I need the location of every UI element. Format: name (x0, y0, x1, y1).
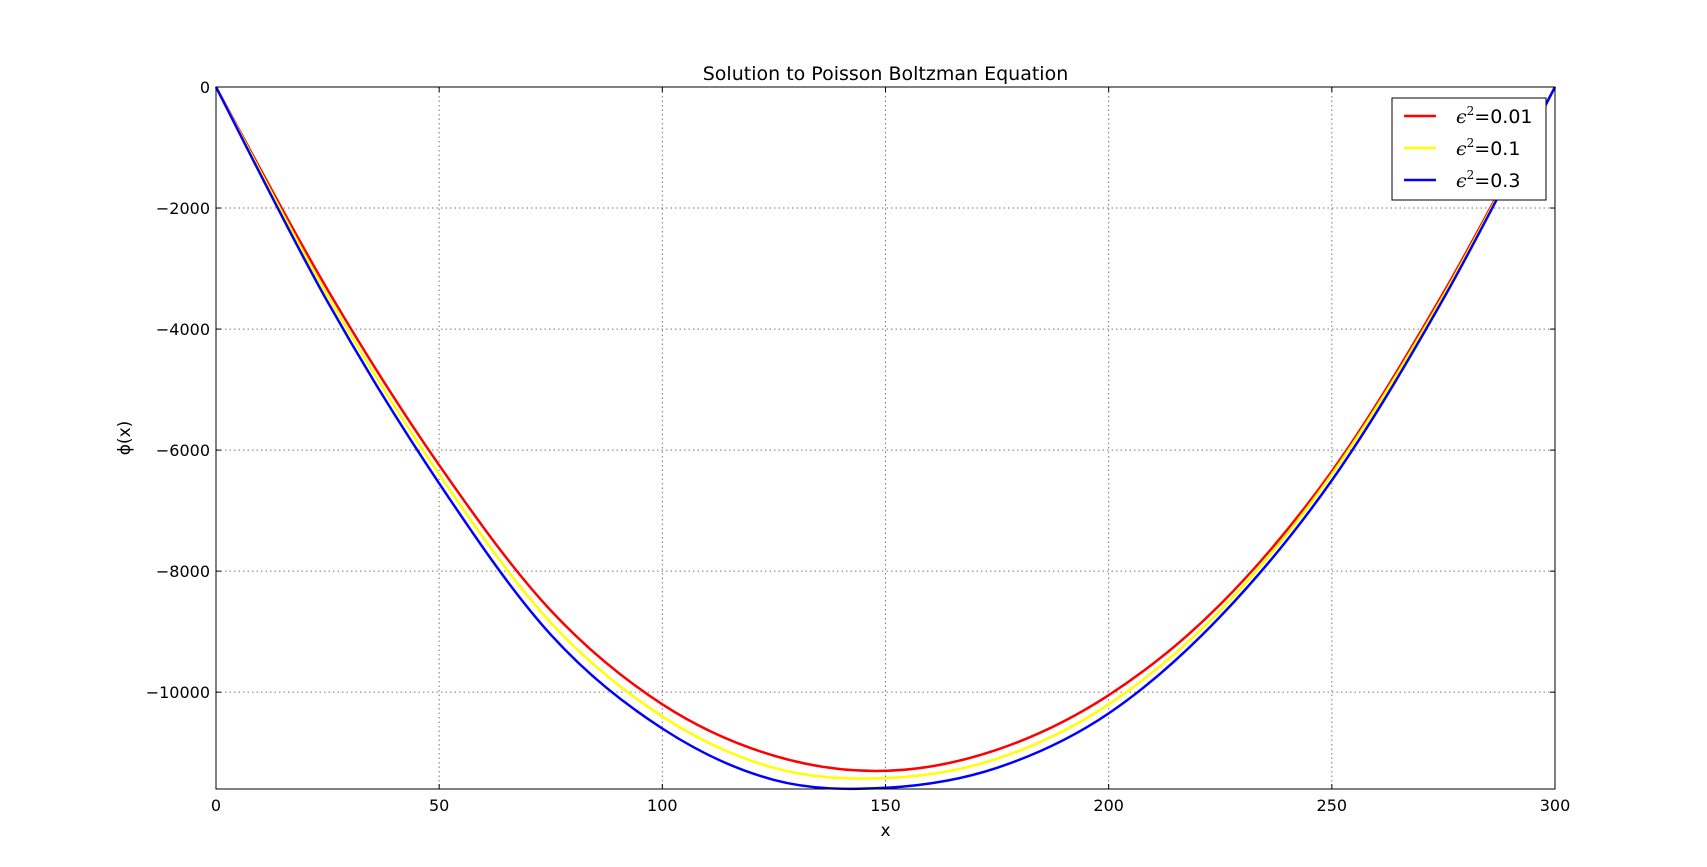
x-tick-label: 50 (429, 796, 449, 815)
legend-entry-symbol: ϵ (1456, 138, 1467, 160)
legend-entry-value: =0.01 (1474, 106, 1532, 128)
y-tick-label: −6000 (156, 441, 210, 460)
legend-entry-exponent: 2 (1467, 104, 1475, 118)
x-tick-label: 0 (211, 796, 221, 815)
y-tick-label: 0 (200, 78, 210, 97)
x-tick-label: 300 (1540, 796, 1571, 815)
legend-entry-exponent: 2 (1467, 168, 1475, 182)
chart-title: Solution to Poisson Boltzman Equation (703, 63, 1068, 85)
legend-entry-value: =0.1 (1474, 138, 1520, 160)
legend-entry-value: =0.3 (1474, 170, 1520, 192)
x-tick-label: 150 (870, 796, 901, 815)
y-tick-label: −10000 (146, 683, 210, 702)
grid-lines (216, 87, 1555, 789)
legend-entry: ϵ2=0.01 (1456, 104, 1533, 128)
series-line-1 (214, 86, 1557, 780)
y-axis-label: ϕ(x) (115, 421, 135, 456)
y-tick-label: −2000 (156, 199, 210, 218)
x-tick-label: 100 (647, 796, 678, 815)
legend-entry-symbol: ϵ (1456, 106, 1467, 128)
x-axis-label: x (880, 821, 890, 841)
x-tick-label: 200 (1093, 796, 1124, 815)
legend-entry-exponent: 2 (1467, 136, 1475, 150)
legend-entry: ϵ2=0.3 (1456, 168, 1520, 192)
axis-ticks: 0 50 100 150 200 250 300 0 −2000 −4000 −6000 −8000 −… (146, 78, 1571, 815)
legend-entry: ϵ2=0.1 (1456, 136, 1520, 160)
series-line-0 (214, 86, 1557, 773)
x-tick-label: 250 (1317, 796, 1348, 815)
y-tick-label: −8000 (156, 562, 210, 581)
legend-entry-symbol: ϵ (1456, 170, 1467, 192)
y-tick-label: −4000 (156, 320, 210, 339)
